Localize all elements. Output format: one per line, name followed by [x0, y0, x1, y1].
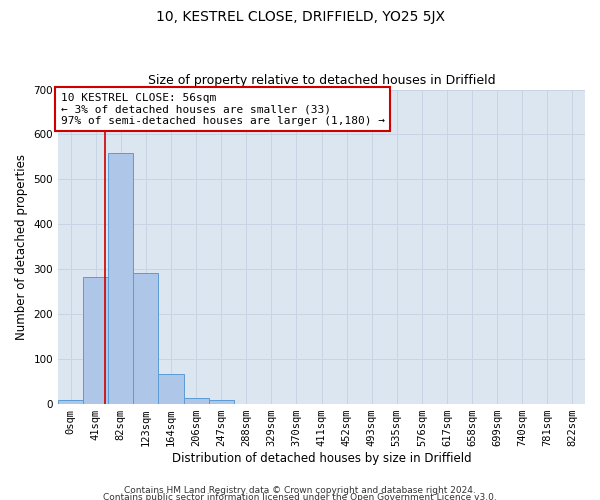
Title: Size of property relative to detached houses in Driffield: Size of property relative to detached ho… [148, 74, 496, 87]
Text: 10, KESTREL CLOSE, DRIFFIELD, YO25 5JX: 10, KESTREL CLOSE, DRIFFIELD, YO25 5JX [155, 10, 445, 24]
Text: Contains public sector information licensed under the Open Government Licence v3: Contains public sector information licen… [103, 494, 497, 500]
Bar [58, 400, 83, 404]
X-axis label: Distribution of detached houses by size in Driffield: Distribution of detached houses by size … [172, 452, 472, 465]
Bar [133, 274, 158, 404]
Text: Contains HM Land Registry data © Crown copyright and database right 2024.: Contains HM Land Registry data © Crown c… [124, 486, 476, 495]
Y-axis label: Number of detached properties: Number of detached properties [15, 154, 28, 340]
Bar [184, 398, 209, 404]
Bar [108, 154, 133, 404]
Bar [209, 400, 233, 404]
Bar [158, 374, 184, 404]
Text: 10 KESTREL CLOSE: 56sqm
← 3% of detached houses are smaller (33)
97% of semi-det: 10 KESTREL CLOSE: 56sqm ← 3% of detached… [61, 92, 385, 126]
Bar [83, 277, 108, 404]
